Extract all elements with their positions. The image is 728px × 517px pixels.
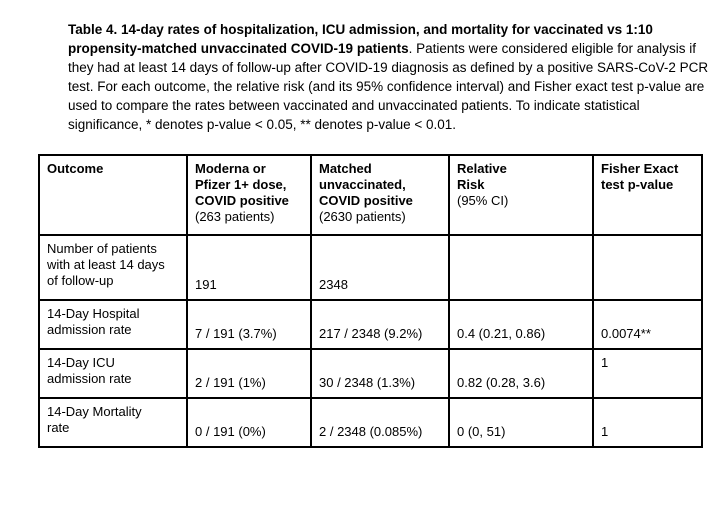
header-subtitle-relative-risk: (95% CI) — [457, 193, 509, 208]
relative-risk-value-cell: 0.82 (0.28, 3.6) — [448, 348, 594, 399]
vaccinated-value-cell: 0 / 191 (0%) — [186, 397, 312, 448]
fisher-value-cell — [592, 234, 703, 301]
header-title-outcome: Outcome — [47, 161, 104, 176]
unvaccinated-value-cell: 30 / 2348 (1.3%) — [310, 348, 450, 399]
header-cell-fisher: Fisher Exact test p-value — [592, 154, 703, 236]
unvaccinated-value-cell: 2 / 2348 (0.085%) — [310, 397, 450, 448]
table-row-mortality: 14-Day Mortality rate 0 / 191 (0%) 2 / 2… — [38, 397, 703, 448]
header-title-vaccinated: Moderna or Pfizer 1+ dose, COVID positiv… — [195, 161, 289, 208]
outcome-cell: 14-Day Mortality rate — [38, 397, 188, 448]
header-cell-vaccinated: Moderna or Pfizer 1+ dose, COVID positiv… — [186, 154, 312, 236]
header-subtitle-unvaccinated: (2630 patients) — [319, 209, 406, 224]
table-caption: Table 4. 14-day rates of hospitalization… — [68, 20, 710, 134]
relative-risk-value-cell: 0 (0, 51) — [448, 397, 594, 448]
table-header-row: Outcome Moderna or Pfizer 1+ dose, COVID… — [38, 154, 703, 236]
header-cell-outcome: Outcome — [38, 154, 188, 236]
table-row-followup: Number of patients with at least 14 days… — [38, 234, 703, 301]
table-caption-title: Table 4. 14-day rates of hospitalization… — [68, 22, 653, 56]
relative-risk-value-cell — [448, 234, 594, 301]
outcome-cell: 14-Day Hospital admission rate — [38, 299, 188, 350]
header-cell-unvaccinated: Matched unvaccinated, COVID positive (26… — [310, 154, 450, 236]
header-title-fisher: Fisher Exact test p-value — [601, 161, 679, 192]
header-title-relative-risk: Relative Risk — [457, 161, 507, 192]
results-table: Outcome Moderna or Pfizer 1+ dose, COVID… — [38, 154, 703, 448]
table-row-hospital: 14-Day Hospital admission rate 7 / 191 (… — [38, 299, 703, 350]
table-row-icu: 14-Day ICU admission rate 2 / 191 (1%) 3… — [38, 348, 703, 399]
header-subtitle-vaccinated: (263 patients) — [195, 209, 275, 224]
relative-risk-value-cell: 0.4 (0.21, 0.86) — [448, 299, 594, 350]
fisher-value-cell: 1 — [592, 397, 703, 448]
unvaccinated-value-cell: 2348 — [310, 234, 450, 301]
fisher-value-cell: 0.0074** — [592, 299, 703, 350]
header-title-unvaccinated: Matched unvaccinated, COVID positive — [319, 161, 413, 208]
table-caption-body: . Patients were considered eligible for … — [68, 41, 709, 132]
header-cell-relative-risk: Relative Risk (95% CI) — [448, 154, 594, 236]
vaccinated-value-cell: 191 — [186, 234, 312, 301]
fisher-value-cell: 1 — [592, 348, 703, 399]
outcome-cell: Number of patients with at least 14 days… — [38, 234, 188, 301]
unvaccinated-value-cell: 217 / 2348 (9.2%) — [310, 299, 450, 350]
outcome-cell: 14-Day ICU admission rate — [38, 348, 188, 399]
vaccinated-value-cell: 2 / 191 (1%) — [186, 348, 312, 399]
vaccinated-value-cell: 7 / 191 (3.7%) — [186, 299, 312, 350]
